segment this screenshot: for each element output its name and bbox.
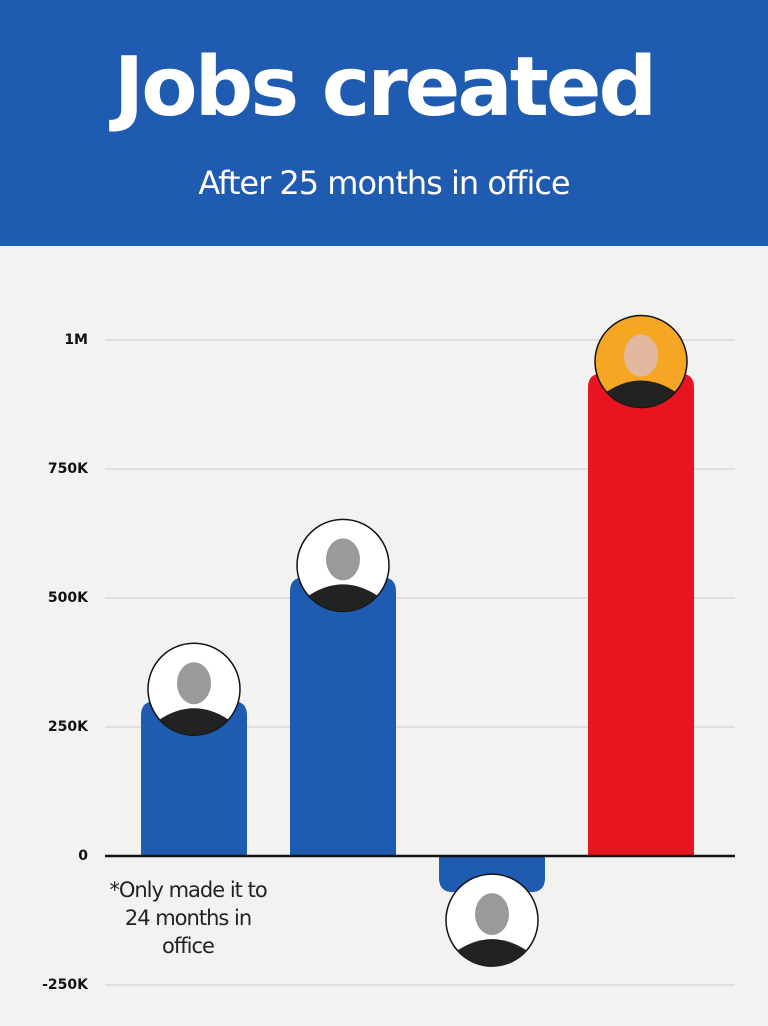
portrait	[445, 873, 539, 967]
y-tick-label: 0	[78, 848, 88, 864]
portrait	[594, 314, 688, 409]
y-tick-label: -250K	[42, 977, 89, 993]
bar	[588, 373, 694, 856]
portrait-body	[309, 584, 377, 612]
chart-subtitle: After 25 months in office	[198, 164, 570, 202]
chart-title: Jobs created	[113, 40, 657, 135]
portrait-face	[624, 334, 658, 377]
portrait	[296, 518, 390, 613]
portrait-face	[177, 662, 211, 705]
chart: -250K 0 250K 500K 750K 1M	[42, 314, 735, 993]
portrait-body	[160, 708, 228, 736]
y-tick-label: 500K	[48, 590, 89, 606]
portrait	[147, 642, 241, 736]
header: Jobs created After 25 months in office	[0, 0, 768, 246]
portrait-face	[326, 538, 360, 581]
y-tick-label: 1M	[64, 332, 88, 348]
y-tick-label: 250K	[48, 719, 89, 735]
bar	[141, 701, 247, 856]
portrait-face	[475, 893, 509, 936]
bar	[290, 577, 396, 856]
portrait-body	[458, 939, 526, 967]
y-tick-label: 750K	[48, 461, 89, 477]
annotation: *Only made it to 24 months in office	[109, 878, 267, 958]
portrait-body	[607, 380, 675, 408]
